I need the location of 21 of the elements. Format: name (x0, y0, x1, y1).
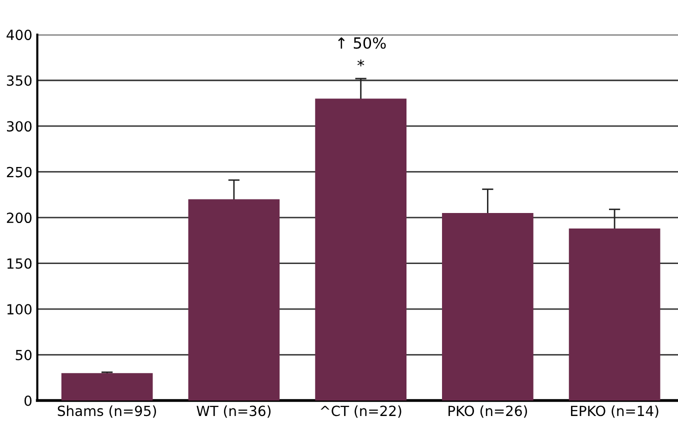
annotation: * (357, 59, 364, 66)
x-tick-label: WT (n=36) (196, 405, 271, 418)
bar (568, 228, 660, 401)
x-tick-label: ^CT (n=22) (320, 405, 402, 418)
y-tick-label: 400 (6, 30, 32, 40)
y-tick-label: 200 (6, 212, 32, 224)
y-tick-label: 100 (7, 304, 32, 315)
y-tick-label: 300 (6, 121, 32, 132)
x-tick-label: PKO (n=26) (448, 405, 528, 418)
bar (315, 98, 406, 401)
y-tick-label: 250 (6, 166, 32, 178)
x-tick-label: EPKO (n=14) (571, 405, 658, 418)
bar (188, 199, 280, 401)
y-tick-label: 350 (6, 75, 32, 86)
bar (442, 213, 534, 401)
annotation: ↑ 50% (338, 37, 386, 49)
y-tick-label: 0 (24, 395, 32, 406)
y-tick-label: 150 (7, 258, 32, 269)
bar (61, 373, 153, 401)
y-tick-label: 50 (16, 350, 32, 360)
x-tick-label: Shams (n=95) (58, 405, 156, 418)
